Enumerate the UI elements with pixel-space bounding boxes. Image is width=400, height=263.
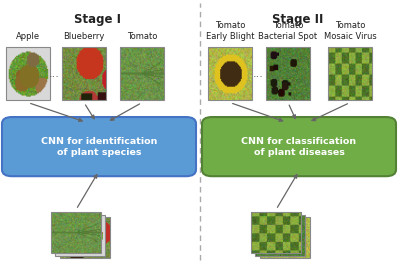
FancyBboxPatch shape [202, 117, 396, 176]
Text: Apple: Apple [16, 32, 40, 41]
Text: Stage II: Stage II [272, 13, 324, 26]
Text: Tomato: Tomato [127, 32, 157, 41]
Text: CNN for identification
of plant species: CNN for identification of plant species [41, 136, 157, 157]
FancyBboxPatch shape [2, 117, 196, 176]
Text: Tomato
Early Blight: Tomato Early Blight [206, 21, 254, 41]
Text: Tomato
Bacterial Spot: Tomato Bacterial Spot [258, 21, 318, 41]
Text: CNN for classification
of plant diseases: CNN for classification of plant diseases [242, 136, 356, 157]
Text: Blueberry: Blueberry [63, 32, 105, 41]
Text: ...: ... [252, 69, 264, 79]
Text: ...: ... [48, 69, 60, 79]
Text: Stage I: Stage I [74, 13, 122, 26]
Text: Tomato
Mosaic Virus: Tomato Mosaic Virus [324, 21, 376, 41]
